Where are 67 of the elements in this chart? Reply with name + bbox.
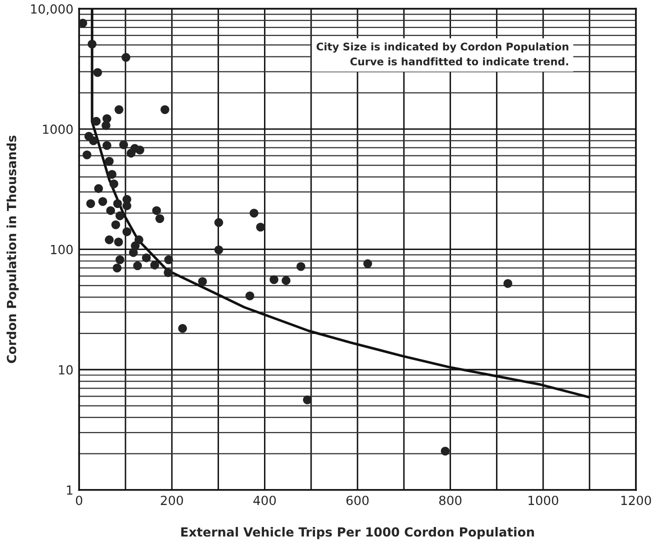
x-tick-label: 800 xyxy=(439,496,462,506)
x-tick-label: 1000 xyxy=(528,496,558,506)
point xyxy=(114,105,124,114)
point xyxy=(214,218,224,227)
point xyxy=(111,220,120,230)
point xyxy=(133,261,142,270)
point xyxy=(256,222,265,232)
y-tick-label: 10,000 xyxy=(31,4,73,15)
point xyxy=(98,197,108,206)
x-tick-label: 0 xyxy=(76,496,82,506)
point xyxy=(82,150,92,160)
point xyxy=(122,227,132,236)
point xyxy=(214,245,224,254)
y-tick-label: 1 xyxy=(66,486,72,495)
point xyxy=(119,140,128,150)
y-tick-label: 10 xyxy=(58,365,73,375)
point xyxy=(116,211,124,220)
point xyxy=(198,277,207,286)
point xyxy=(128,248,138,257)
point xyxy=(160,105,170,114)
point xyxy=(116,255,124,264)
point xyxy=(102,121,110,130)
point xyxy=(108,170,116,179)
annotation: City Size is indicated by Cordon Population xyxy=(316,42,568,53)
point xyxy=(152,206,161,215)
x-axis-title: External Vehicle Trips Per 1000 Cordon Population xyxy=(181,527,534,540)
point xyxy=(106,206,116,215)
point xyxy=(270,275,278,284)
y-tick-label: 1000 xyxy=(43,124,73,134)
point xyxy=(164,255,174,264)
point xyxy=(104,235,114,244)
point xyxy=(303,396,312,404)
point xyxy=(94,184,103,193)
point xyxy=(282,276,290,285)
point xyxy=(93,68,102,77)
y-axis-title: Cordon Population in Thousands xyxy=(6,136,19,364)
point xyxy=(92,116,101,126)
point xyxy=(155,214,164,224)
y-tick-label: 100 xyxy=(51,244,73,254)
point xyxy=(109,180,118,188)
point xyxy=(88,40,96,49)
point xyxy=(363,259,372,268)
point xyxy=(130,241,140,250)
point xyxy=(503,279,512,288)
point xyxy=(122,53,130,62)
point xyxy=(164,268,173,278)
point xyxy=(142,253,151,262)
point xyxy=(440,446,450,456)
point xyxy=(86,199,96,208)
point xyxy=(245,292,254,300)
point xyxy=(113,199,122,208)
x-tick-label: 600 xyxy=(346,496,369,506)
point xyxy=(296,262,306,271)
point xyxy=(104,156,114,166)
point xyxy=(89,136,98,146)
point xyxy=(150,260,160,270)
point xyxy=(135,146,144,154)
point xyxy=(102,141,112,150)
annotation: Curve is handfitted to indicate trend. xyxy=(350,57,568,66)
point xyxy=(178,324,187,333)
x-tick-label: 400 xyxy=(253,496,276,506)
point xyxy=(79,18,88,28)
point xyxy=(114,238,123,246)
point xyxy=(250,208,258,218)
x-tick-label: 200 xyxy=(160,496,183,506)
x-tick-label: 1200 xyxy=(621,496,652,506)
point xyxy=(112,264,122,272)
